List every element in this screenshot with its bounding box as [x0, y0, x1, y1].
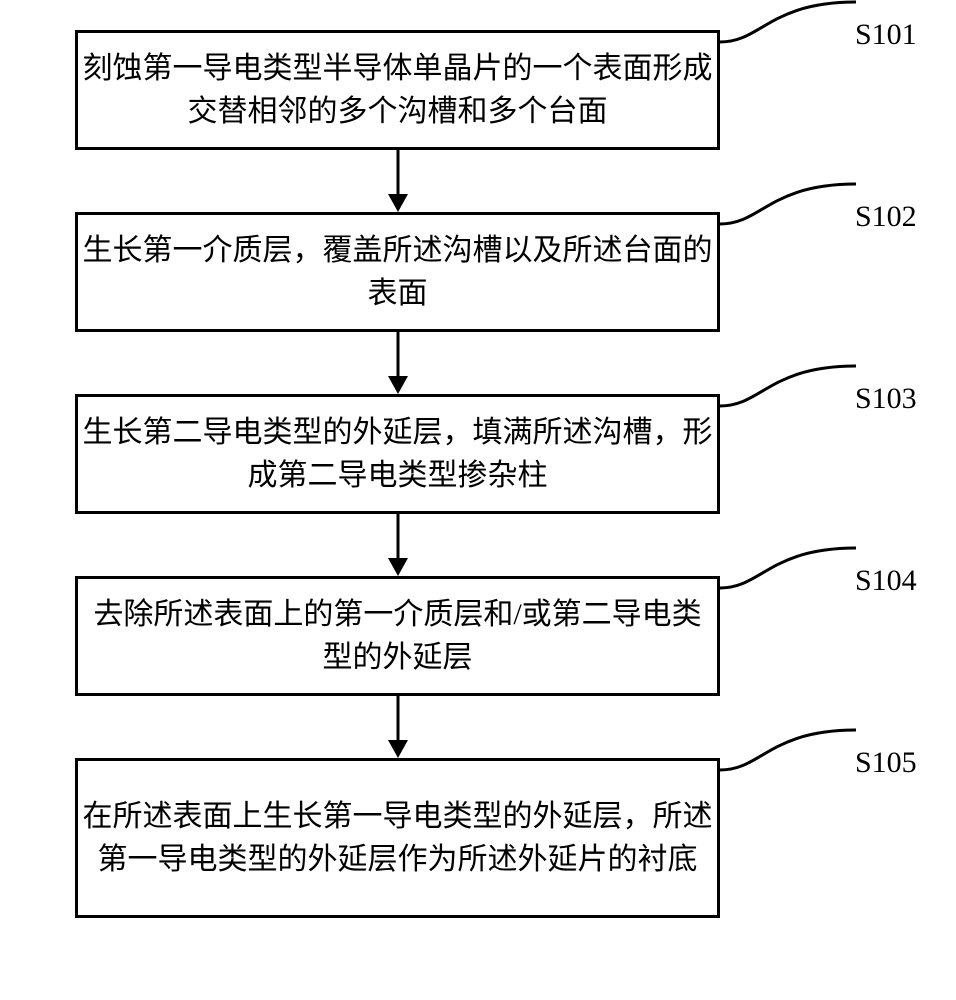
connector-S105 — [720, 718, 860, 778]
arrow-head-icon — [388, 558, 408, 576]
flow-node-S101: 刻蚀第一导电类型半导体单晶片的一个表面形成交替相邻的多个沟槽和多个台面 — [75, 30, 720, 150]
connector-S104 — [720, 536, 860, 596]
step-label-S101: S101 — [855, 18, 917, 52]
connector-S101 — [720, 0, 860, 50]
flow-node-S105: 在所述表面上生长第一导电类型的外延层，所述第一导电类型的外延层作为所述外延片的衬… — [75, 758, 720, 918]
flow-node-text: 刻蚀第一导电类型半导体单晶片的一个表面形成交替相邻的多个沟槽和多个台面 — [78, 47, 717, 134]
arrow-line — [396, 332, 399, 376]
step-label-S102: S102 — [855, 200, 917, 234]
arrow-line — [396, 514, 399, 558]
flow-node-text: 生长第一介质层，覆盖所述沟槽以及所述台面的表面 — [78, 229, 717, 316]
flow-node-S103: 生长第二导电类型的外延层，填满所述沟槽，形成第二导电类型掺杂柱 — [75, 394, 720, 514]
step-label-S103: S103 — [855, 382, 917, 416]
connector-S102 — [720, 172, 860, 232]
flow-node-text: 在所述表面上生长第一导电类型的外延层，所述第一导电类型的外延层作为所述外延片的衬… — [78, 795, 717, 882]
flow-node-text: 去除所述表面上的第一介质层和/或第二导电类型的外延层 — [78, 593, 717, 680]
arrow-line — [396, 696, 399, 740]
flow-node-S102: 生长第一介质层，覆盖所述沟槽以及所述台面的表面 — [75, 212, 720, 332]
connector-S103 — [720, 354, 860, 414]
arrow-head-icon — [388, 376, 408, 394]
arrow-head-icon — [388, 194, 408, 212]
flow-node-text: 生长第二导电类型的外延层，填满所述沟槽，形成第二导电类型掺杂柱 — [78, 411, 717, 498]
step-label-S104: S104 — [855, 564, 917, 598]
arrow-line — [396, 150, 399, 194]
flow-node-S104: 去除所述表面上的第一介质层和/或第二导电类型的外延层 — [75, 576, 720, 696]
step-label-S105: S105 — [855, 746, 917, 780]
arrow-head-icon — [388, 740, 408, 758]
